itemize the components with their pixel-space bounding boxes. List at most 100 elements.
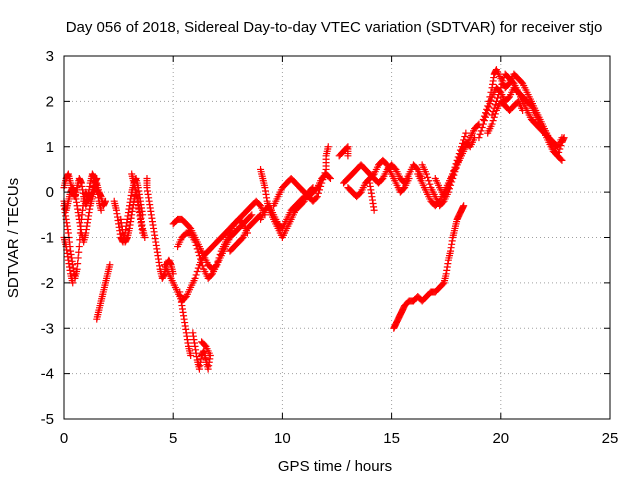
data-point	[557, 142, 565, 150]
data-point	[141, 234, 149, 241]
data-point	[344, 152, 352, 160]
data-point	[423, 170, 431, 178]
data-point	[460, 136, 468, 144]
data-point	[456, 146, 464, 154]
y-tick-label: -3	[41, 320, 54, 337]
data-point	[193, 245, 201, 253]
data-point	[499, 77, 507, 85]
data-point	[316, 186, 324, 194]
data-point	[194, 248, 202, 256]
y-tick-label: 2	[46, 93, 54, 110]
data-point	[475, 134, 483, 142]
data-point	[462, 129, 470, 137]
data-point	[483, 105, 491, 113]
data-point	[449, 170, 457, 178]
data-point	[199, 339, 207, 347]
data-point	[450, 167, 458, 175]
data-point	[197, 255, 204, 263]
data-point	[198, 258, 206, 266]
data-point	[486, 93, 494, 101]
data-point	[444, 184, 452, 192]
data-point	[445, 180, 453, 188]
data-point	[324, 143, 332, 151]
data-point	[425, 177, 433, 185]
data-point	[248, 211, 256, 219]
y-tick-label: -5	[41, 411, 54, 428]
data-point	[320, 172, 328, 180]
data-point	[318, 179, 326, 187]
data-point	[191, 274, 199, 282]
data-point	[192, 271, 200, 279]
plot-frame	[63, 55, 611, 420]
data-point	[75, 243, 83, 251]
data-point	[490, 113, 498, 121]
data-point	[447, 177, 455, 185]
data-point	[199, 262, 207, 270]
data-point	[191, 238, 199, 246]
data-point	[97, 206, 105, 214]
data-point	[451, 163, 459, 171]
series-early-morning-cluster	[60, 170, 177, 323]
x-tick-label: 15	[383, 430, 400, 447]
data-point	[454, 153, 462, 161]
data-point	[558, 156, 566, 164]
data-point	[194, 264, 202, 272]
data-point	[213, 261, 221, 269]
series-afternoon-cluster	[257, 120, 483, 241]
data-point	[198, 338, 206, 346]
data-point	[476, 130, 484, 138]
data-point	[193, 268, 201, 276]
y-tick-label: 1	[46, 139, 54, 156]
y-tick-label: -1	[41, 230, 54, 247]
data-point	[448, 173, 456, 181]
data-point	[325, 173, 333, 181]
data-point	[321, 169, 329, 177]
data-point	[106, 261, 114, 269]
data-point	[101, 197, 109, 205]
data-point	[477, 127, 485, 135]
x-tick-label: 25	[602, 430, 619, 447]
series-late-evening-cluster	[475, 66, 568, 164]
data-point	[554, 152, 562, 160]
data-point	[496, 87, 504, 95]
data-point	[139, 229, 147, 237]
data-point	[474, 121, 482, 129]
x-tick-label: 0	[60, 430, 68, 447]
data-point	[453, 156, 461, 164]
data-point	[485, 97, 493, 105]
data-point	[309, 184, 317, 192]
data-point	[461, 133, 469, 141]
data-point	[498, 80, 506, 88]
data-point	[426, 180, 434, 188]
data-point	[314, 189, 322, 197]
data-point	[484, 102, 492, 110]
y-axis-label: SDTVAR / TECUs	[5, 178, 22, 298]
data-point	[215, 254, 223, 262]
data-point	[455, 150, 463, 158]
data-point	[319, 176, 327, 184]
data-point	[313, 193, 321, 201]
data-point	[556, 145, 564, 153]
data-point	[489, 117, 497, 125]
grid	[64, 56, 610, 419]
data-point	[494, 94, 502, 102]
data-point	[214, 257, 222, 265]
data-point	[459, 139, 467, 147]
data-point	[487, 88, 495, 96]
series-midday-cluster	[160, 197, 269, 373]
data-point	[519, 106, 527, 114]
series-evening-rise	[390, 202, 468, 332]
y-tick-label: -4	[41, 366, 54, 383]
data-point	[482, 109, 490, 117]
data-point	[312, 194, 320, 202]
y-tick-label: -2	[41, 275, 54, 292]
x-axis-label: GPS time / hours	[278, 458, 392, 475]
data-points	[60, 66, 568, 373]
data-point	[497, 84, 505, 92]
y-tick-label: 3	[46, 48, 54, 65]
data-point	[308, 185, 316, 193]
data-point	[439, 280, 447, 288]
data-point	[326, 175, 334, 183]
data-point	[478, 123, 486, 131]
